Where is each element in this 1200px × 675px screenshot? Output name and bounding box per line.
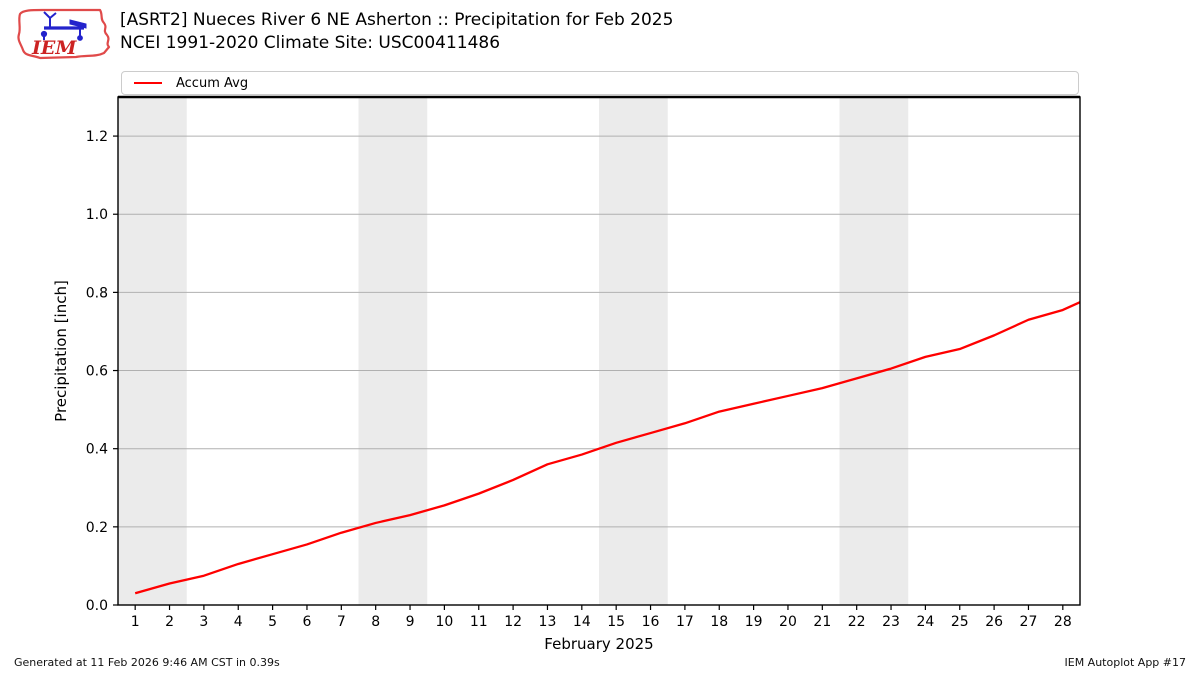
generated-timestamp: Generated at 11 Feb 2026 9:46 AM CST in … [14,656,280,669]
x-tick-label: 15 [607,614,625,630]
x-tick-label: 24 [916,614,934,630]
x-tick-label: 5 [268,614,277,630]
chart-subtitle: NCEI 1991-2020 Climate Site: USC00411486 [120,33,501,53]
x-tick-label: 1 [131,614,140,630]
accum-avg-line [134,301,1081,595]
y-tick-label: 0.0 [86,598,108,614]
x-tick-label: 6 [303,614,312,630]
chart-titles: [ASRT2] Nueces River 6 NE Asherton :: Pr… [120,9,673,55]
weather-instrument-icon [40,11,87,41]
y-tick-label: 1.0 [86,207,108,223]
x-tick-label: 20 [779,614,797,630]
x-tick-label: 14 [573,614,591,630]
x-tick-label: 2 [165,614,174,630]
y-tick-label: 0.8 [86,285,108,301]
legend-label: Accum Avg [176,75,249,91]
weekend-band [358,97,428,605]
y-tick-label: 0.6 [86,364,108,380]
legend-line-swatch [134,81,162,85]
x-tick-label: 8 [371,614,380,630]
x-tick-label: 25 [951,614,969,630]
y-tick-label: 1.2 [86,129,108,145]
x-tick-label: 13 [539,614,557,630]
x-tick-label: 9 [406,614,415,630]
x-tick-label: 22 [848,614,866,630]
x-tick-label: 19 [745,614,763,630]
weekend-band [839,97,909,605]
x-tick-label: 4 [234,614,243,630]
x-tick-label: 7 [337,614,346,630]
x-tick-label: 18 [710,614,728,630]
iem-logo: IEM [17,8,111,60]
x-tick-label: 12 [504,614,522,630]
x-tick-label: 28 [1054,614,1072,630]
y-axis-label: Precipitation [inch] [52,280,70,422]
app-credit: IEM Autoplot App #17 [1064,656,1187,669]
chart-title: [ASRT2] Nueces River 6 NE Asherton :: Pr… [120,10,674,30]
y-tick-label: 0.4 [86,442,108,458]
x-tick-label: 16 [642,614,660,630]
x-tick-label: 21 [813,614,831,630]
x-tick-label: 3 [199,614,208,630]
y-tick-label: 0.2 [86,520,108,536]
weekend-band [599,97,668,605]
iowa-outline [17,8,111,60]
legend-box: Accum Avg [121,71,1079,95]
x-tick-label: 10 [435,614,453,630]
x-tick-label: 11 [470,614,488,630]
x-axis-label: February 2025 [544,635,654,653]
logo-text: IEM [31,37,77,59]
x-tick-label: 26 [985,614,1003,630]
x-tick-label: 17 [676,614,694,630]
weekend-band [118,97,187,605]
x-tick-label: 27 [1020,614,1038,630]
x-tick-label: 23 [882,614,900,630]
